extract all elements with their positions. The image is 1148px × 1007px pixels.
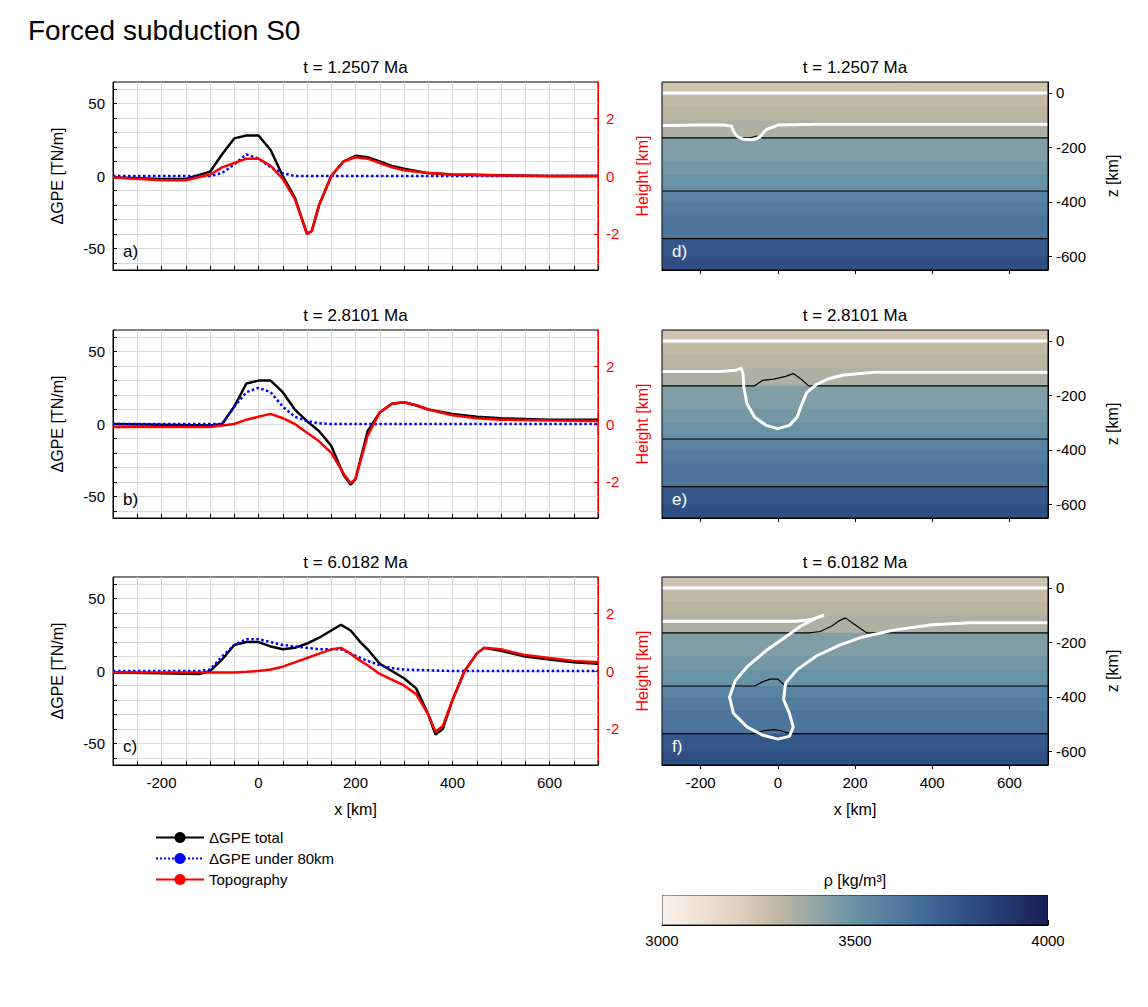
svg-text:0: 0 xyxy=(606,663,614,680)
svg-text:-400: -400 xyxy=(1056,441,1086,458)
svg-text:t = 6.0182 Ma: t = 6.0182 Ma xyxy=(303,553,408,572)
svg-text:z [km]: z [km] xyxy=(1104,403,1121,446)
svg-text:Height [km]: Height [km] xyxy=(634,384,651,465)
svg-text:-200: -200 xyxy=(1056,634,1086,651)
svg-text:0: 0 xyxy=(1056,579,1064,596)
svg-text:Topography: Topography xyxy=(209,871,288,888)
svg-text:-200: -200 xyxy=(1056,139,1086,156)
svg-text:-200: -200 xyxy=(1056,387,1086,404)
svg-text:ΔGPE [TN/m]: ΔGPE [TN/m] xyxy=(49,128,66,225)
svg-text:-600: -600 xyxy=(1056,743,1086,760)
svg-text:-400: -400 xyxy=(1056,193,1086,210)
svg-text:50: 50 xyxy=(88,343,105,360)
svg-text:-50: -50 xyxy=(83,735,105,752)
svg-text:f): f) xyxy=(672,737,682,756)
svg-text:400: 400 xyxy=(440,774,465,791)
svg-text:0: 0 xyxy=(97,663,105,680)
svg-text:Height [km]: Height [km] xyxy=(634,136,651,217)
svg-text:200: 200 xyxy=(343,774,368,791)
svg-text:t = 6.0182 Ma: t = 6.0182 Ma xyxy=(803,553,908,572)
svg-text:3000: 3000 xyxy=(645,932,678,949)
svg-text:-200: -200 xyxy=(686,774,716,791)
svg-text:d): d) xyxy=(672,242,687,261)
svg-text:0: 0 xyxy=(97,416,105,433)
svg-text:0: 0 xyxy=(606,168,614,185)
svg-text:a): a) xyxy=(123,242,138,261)
svg-text:-2: -2 xyxy=(606,225,619,242)
svg-text:z [km]: z [km] xyxy=(1104,155,1121,198)
svg-text:3500: 3500 xyxy=(838,932,871,949)
svg-text:Forced subduction S0: Forced subduction S0 xyxy=(28,15,300,46)
svg-text:ΔGPE [TN/m]: ΔGPE [TN/m] xyxy=(49,623,66,720)
svg-text:e): e) xyxy=(672,490,687,509)
svg-text:-400: -400 xyxy=(1056,688,1086,705)
svg-text:0: 0 xyxy=(606,416,614,433)
svg-text:2: 2 xyxy=(606,110,614,127)
svg-text:-2: -2 xyxy=(606,720,619,737)
svg-text:400: 400 xyxy=(920,774,945,791)
svg-text:-2: -2 xyxy=(606,473,619,490)
svg-text:x [km]: x [km] xyxy=(834,801,877,818)
svg-text:0: 0 xyxy=(1056,84,1064,101)
svg-text:-50: -50 xyxy=(83,240,105,257)
svg-text:b): b) xyxy=(123,490,138,509)
svg-text:Height [km]: Height [km] xyxy=(634,631,651,712)
svg-text:0: 0 xyxy=(1056,332,1064,349)
svg-text:t = 2.8101 Ma: t = 2.8101 Ma xyxy=(803,306,908,325)
svg-text:0: 0 xyxy=(97,168,105,185)
svg-text:t = 1.2507 Ma: t = 1.2507 Ma xyxy=(803,58,908,77)
svg-text:0: 0 xyxy=(254,774,262,791)
svg-text:c): c) xyxy=(123,737,137,756)
svg-text:-600: -600 xyxy=(1056,496,1086,513)
svg-text:ΔGPE under 80km: ΔGPE under 80km xyxy=(209,850,334,867)
svg-text:ρ [kg/m³]: ρ [kg/m³] xyxy=(824,872,886,889)
svg-text:ΔGPE [TN/m]: ΔGPE [TN/m] xyxy=(49,376,66,473)
svg-text:ΔGPE total: ΔGPE total xyxy=(209,829,283,846)
svg-text:-50: -50 xyxy=(83,488,105,505)
svg-text:z [km]: z [km] xyxy=(1104,650,1121,693)
svg-text:50: 50 xyxy=(88,590,105,607)
svg-text:2: 2 xyxy=(606,358,614,375)
svg-text:0: 0 xyxy=(774,774,782,791)
svg-text:200: 200 xyxy=(842,774,867,791)
svg-text:-600: -600 xyxy=(1056,248,1086,265)
svg-text:50: 50 xyxy=(88,95,105,112)
svg-text:2: 2 xyxy=(606,605,614,622)
svg-text:x [km]: x [km] xyxy=(334,801,377,818)
svg-text:600: 600 xyxy=(537,774,562,791)
svg-text:t = 2.8101 Ma: t = 2.8101 Ma xyxy=(303,306,408,325)
svg-text:-200: -200 xyxy=(146,774,176,791)
svg-text:600: 600 xyxy=(997,774,1022,791)
svg-text:4000: 4000 xyxy=(1031,932,1064,949)
svg-text:t = 1.2507 Ma: t = 1.2507 Ma xyxy=(303,58,408,77)
